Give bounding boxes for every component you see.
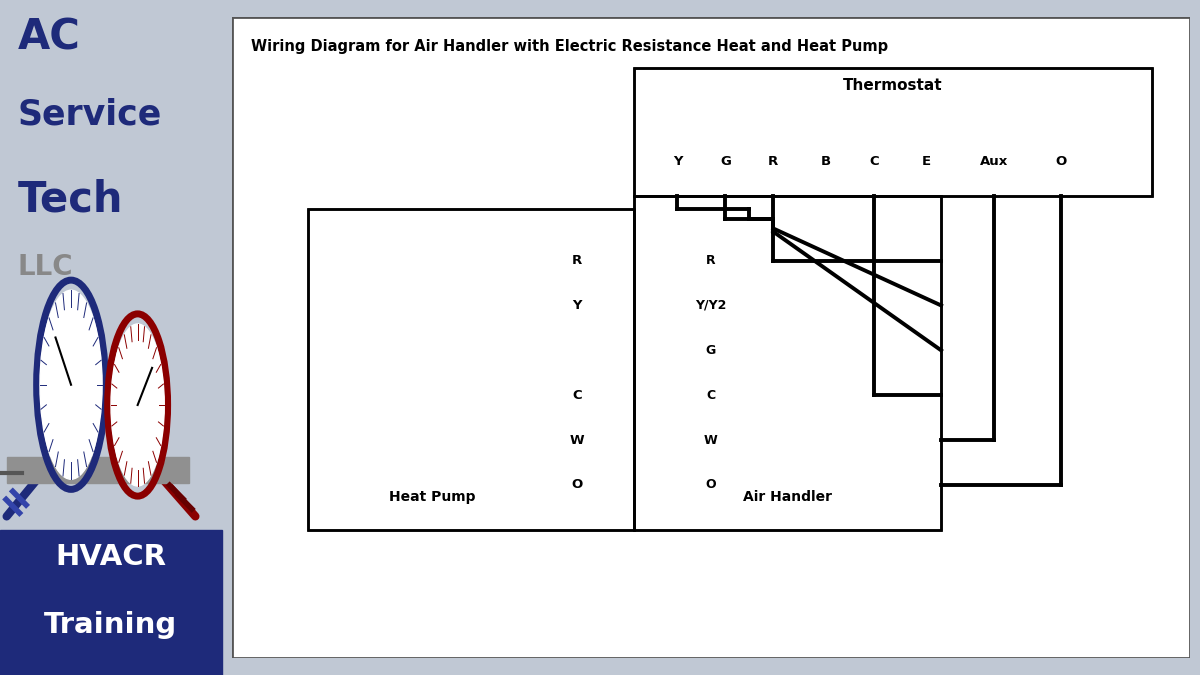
Bar <box>0 530 222 675</box>
Bar <box>635 196 941 530</box>
Text: Service: Service <box>18 98 162 132</box>
Text: Y: Y <box>673 155 682 167</box>
Text: B: B <box>821 155 832 167</box>
Text: LLC: LLC <box>18 253 73 281</box>
Text: R: R <box>706 254 716 267</box>
Text: Tech: Tech <box>18 179 124 221</box>
Bar <box>308 209 635 530</box>
Bar <box>308 209 635 530</box>
Text: G: G <box>706 344 716 357</box>
Text: G: G <box>720 155 731 167</box>
Bar <box>7 457 188 483</box>
Text: Wiring Diagram for Air Handler with Electric Resistance Heat and Heat Pump: Wiring Diagram for Air Handler with Elec… <box>251 39 888 54</box>
Text: W: W <box>570 433 584 447</box>
Bar <box>635 68 1152 196</box>
Text: Y: Y <box>572 299 582 312</box>
Text: O: O <box>571 479 582 491</box>
Text: C: C <box>572 389 582 402</box>
Text: Air Handler: Air Handler <box>743 490 833 504</box>
Bar <box>635 196 941 530</box>
Text: AC: AC <box>18 17 80 59</box>
Text: R: R <box>768 155 779 167</box>
Text: Thermostat: Thermostat <box>844 78 943 92</box>
Text: W: W <box>704 433 718 447</box>
Text: Training: Training <box>44 611 178 639</box>
Bar <box>635 68 1152 196</box>
Text: E: E <box>922 155 931 167</box>
Circle shape <box>110 324 164 486</box>
Text: C: C <box>707 389 715 402</box>
Text: Y/Y2: Y/Y2 <box>695 299 727 312</box>
Text: R: R <box>571 254 582 267</box>
Text: Aux: Aux <box>979 155 1008 167</box>
Text: HVACR: HVACR <box>55 543 167 571</box>
Text: Heat Pump: Heat Pump <box>389 490 475 504</box>
Text: O: O <box>1055 155 1067 167</box>
Text: O: O <box>706 479 716 491</box>
Text: C: C <box>869 155 878 167</box>
Circle shape <box>40 290 102 479</box>
